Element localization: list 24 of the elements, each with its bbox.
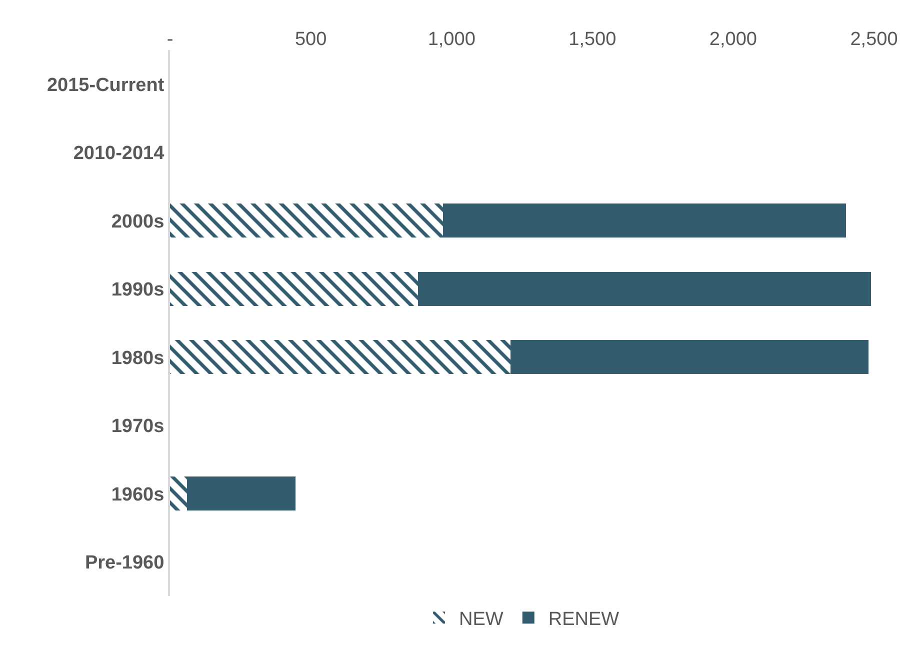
bar [170,340,511,374]
bar [443,204,846,238]
y-tick-label: 1990s [111,280,164,301]
y-tick-label: 2000s [111,211,164,232]
x-tick-label: 2,500 [850,29,898,50]
y-tick-label: 1980s [111,348,164,369]
y-tick-label: 2010-2014 [73,143,165,164]
y-tick-label: 1970s [111,416,164,438]
y-tick-label: 1960s [111,484,164,506]
bar [170,476,187,511]
x-tick-label: 500 [294,29,327,50]
bar [170,272,418,306]
legend-label: RENEW [548,608,620,630]
bar [186,476,296,511]
bar [510,340,868,374]
x-tick-label: - [166,29,174,50]
x-tick-label: 1,000 [428,29,476,50]
y-tick-label: 2015-Current [46,74,165,96]
x-tick-label: 2,000 [709,29,757,50]
x-tick-label: 1,500 [568,29,616,50]
y-tick-label: Pre-1960 [84,552,164,574]
bar [418,272,872,306]
text: NEW [459,608,504,630]
bar [170,204,444,238]
